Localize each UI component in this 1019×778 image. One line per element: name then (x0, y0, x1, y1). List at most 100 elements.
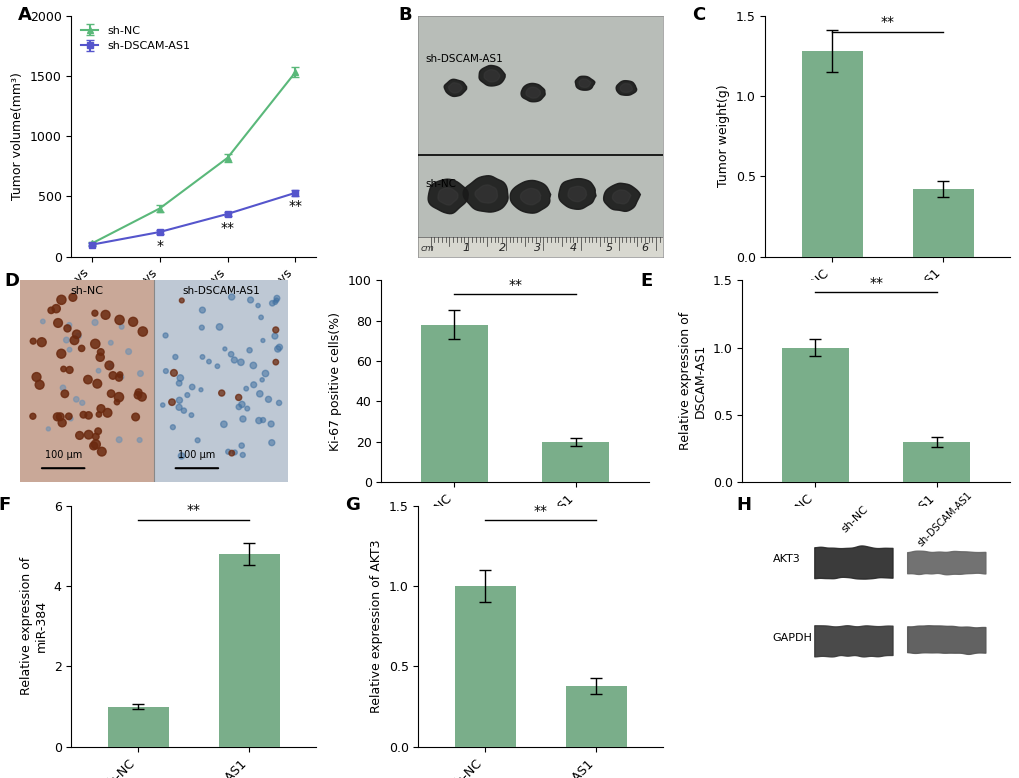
Text: 6: 6 (641, 243, 648, 253)
Point (130, 386, 147, 398)
Bar (421, 324, 487, 482)
Point (246, 379, 262, 391)
Point (109, 396, 125, 408)
Point (70, 330, 87, 342)
Point (226, 447, 243, 459)
Point (175, 405, 192, 417)
Point (216, 418, 232, 430)
Text: *: * (156, 239, 163, 253)
Point (87, 338, 103, 350)
Y-axis label: Ki-67 positive cells(%): Ki-67 positive cells(%) (329, 312, 342, 450)
Polygon shape (568, 186, 586, 202)
Text: GAPDH: GAPDH (772, 633, 812, 643)
Point (171, 377, 187, 390)
Point (92, 351, 108, 363)
Polygon shape (463, 176, 507, 212)
Point (111, 371, 127, 384)
Text: D: D (4, 272, 19, 290)
Point (158, 365, 174, 377)
Point (179, 389, 196, 401)
Text: sh-NC: sh-NC (425, 180, 457, 189)
Point (60, 410, 76, 422)
Point (43, 304, 59, 317)
Polygon shape (575, 76, 594, 90)
Point (55, 363, 71, 375)
Point (97, 309, 113, 321)
Point (209, 360, 225, 373)
Point (81, 409, 97, 422)
Point (172, 372, 189, 384)
Point (164, 396, 180, 408)
Bar (218, 554, 279, 747)
Point (194, 321, 210, 334)
Point (24, 410, 41, 422)
Text: B: B (398, 6, 412, 24)
Text: sh-DSCAM-AS1: sh-DSCAM-AS1 (182, 286, 260, 296)
Point (220, 446, 236, 458)
Point (271, 397, 287, 409)
Point (75, 408, 92, 421)
Point (233, 440, 250, 452)
Polygon shape (437, 187, 458, 205)
Point (61, 363, 77, 376)
Text: C: C (692, 6, 705, 24)
Text: sh-NC: sh-NC (839, 503, 869, 534)
Text: 100 μm: 100 μm (45, 450, 82, 460)
Y-axis label: Relative expression of AKT3: Relative expression of AKT3 (370, 539, 383, 713)
Point (93, 345, 109, 358)
Point (89, 377, 105, 390)
Polygon shape (615, 81, 636, 95)
Point (79, 373, 96, 386)
Text: 4: 4 (570, 243, 577, 253)
Bar (418, 237, 662, 257)
Polygon shape (611, 190, 630, 204)
Text: cm: cm (421, 244, 434, 253)
Point (157, 329, 173, 342)
Point (88, 438, 104, 450)
Point (34, 336, 50, 349)
Point (111, 433, 127, 446)
Text: H: H (736, 496, 750, 514)
Point (171, 401, 187, 414)
Polygon shape (475, 185, 497, 203)
Text: sh-DSCAM-AS1: sh-DSCAM-AS1 (915, 489, 973, 548)
Point (251, 415, 267, 427)
Text: **: ** (186, 503, 201, 517)
Point (32, 379, 48, 391)
Point (86, 440, 102, 452)
Text: 3: 3 (534, 243, 541, 253)
Bar (542, 442, 608, 482)
Point (88, 430, 104, 443)
Point (260, 393, 276, 405)
Point (103, 337, 119, 349)
Polygon shape (510, 180, 550, 213)
Point (133, 391, 150, 403)
Point (94, 446, 110, 458)
Point (113, 321, 129, 333)
Point (269, 343, 285, 356)
Point (111, 314, 127, 326)
Point (68, 328, 85, 341)
Point (195, 351, 211, 363)
Polygon shape (526, 87, 540, 98)
Polygon shape (620, 83, 632, 93)
Text: **: ** (879, 16, 894, 30)
Text: 100 μm: 100 μm (178, 450, 215, 460)
Point (254, 373, 270, 386)
Point (25, 335, 42, 348)
Polygon shape (521, 83, 544, 102)
Point (93, 402, 109, 415)
Point (35, 315, 51, 328)
Point (263, 418, 279, 430)
Point (171, 394, 187, 406)
Point (112, 369, 128, 381)
Text: G: G (344, 496, 360, 514)
Legend: sh-NC, sh-DSCAM-AS1: sh-NC, sh-DSCAM-AS1 (76, 21, 195, 56)
Point (90, 425, 106, 437)
Point (223, 348, 239, 360)
Point (267, 356, 283, 368)
Point (190, 434, 206, 447)
Point (230, 391, 247, 404)
Text: **: ** (220, 221, 234, 234)
Point (264, 297, 280, 310)
